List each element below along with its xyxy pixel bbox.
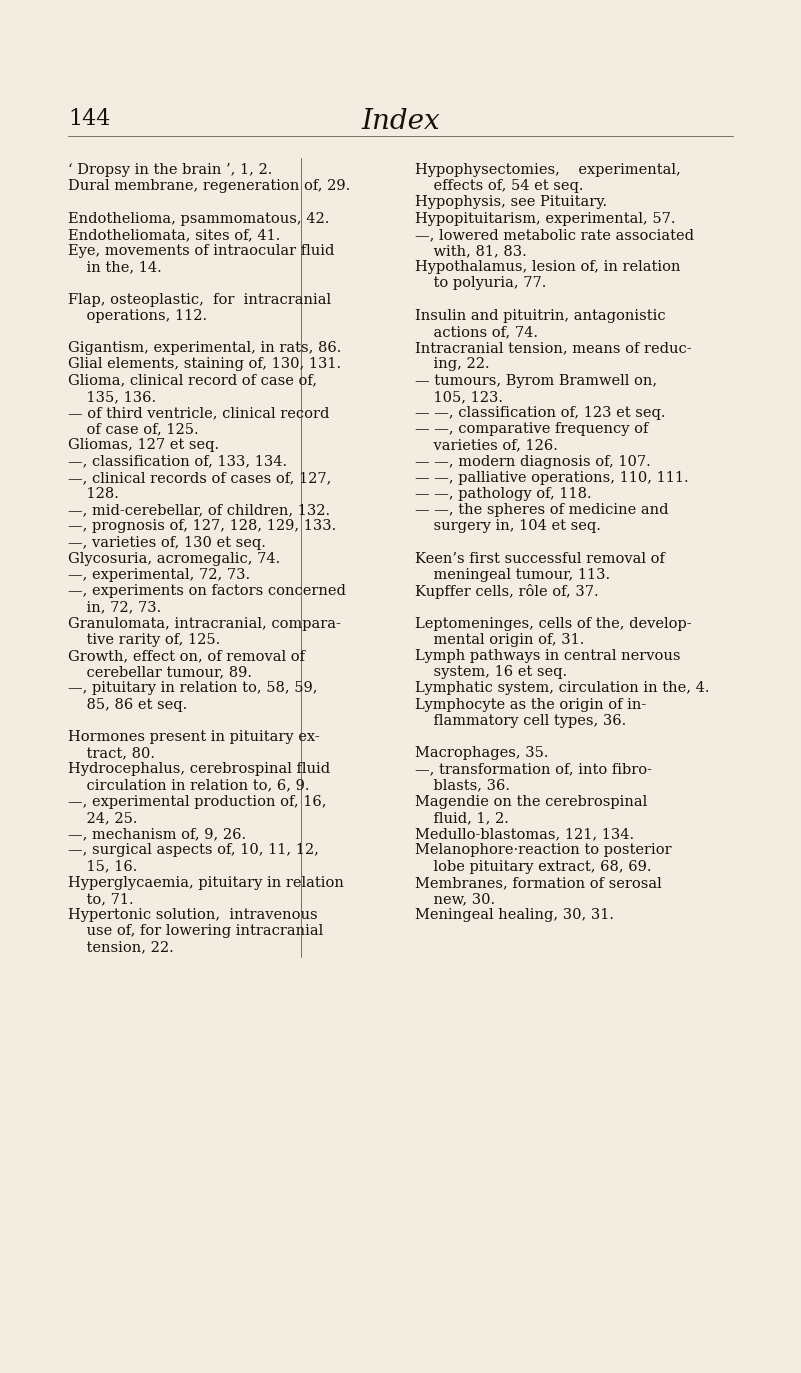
Text: mental origin of, 31.: mental origin of, 31. <box>415 633 585 647</box>
Text: Hypophysis, see Pituitary.: Hypophysis, see Pituitary. <box>415 195 607 210</box>
Text: Gigantism, experimental, in rats, 86.: Gigantism, experimental, in rats, 86. <box>68 342 341 356</box>
Text: Endothelioma, psammomatous, 42.: Endothelioma, psammomatous, 42. <box>68 211 329 225</box>
Text: Insulin and pituitrin, antagonistic: Insulin and pituitrin, antagonistic <box>415 309 666 323</box>
Text: — —, pathology of, 118.: — —, pathology of, 118. <box>415 487 592 501</box>
Text: actions of, 74.: actions of, 74. <box>415 325 538 339</box>
Text: 15, 16.: 15, 16. <box>68 859 138 873</box>
Text: surgery in, 104 et seq.: surgery in, 104 et seq. <box>415 519 601 533</box>
Text: — —, modern diagnosis of, 107.: — —, modern diagnosis of, 107. <box>415 454 650 468</box>
Text: Magendie on the cerebrospinal: Magendie on the cerebrospinal <box>415 795 647 809</box>
Text: Lymph pathways in central nervous: Lymph pathways in central nervous <box>415 649 681 663</box>
Text: fluid, 1, 2.: fluid, 1, 2. <box>415 811 509 825</box>
Text: 144: 144 <box>68 108 111 130</box>
Text: Medullo-blastomas, 121, 134.: Medullo-blastomas, 121, 134. <box>415 827 634 842</box>
Text: Meningeal healing, 30, 31.: Meningeal healing, 30, 31. <box>415 908 614 923</box>
Text: Membranes, formation of serosal: Membranes, formation of serosal <box>415 876 662 890</box>
Text: Keen’s first successful removal of: Keen’s first successful removal of <box>415 552 665 566</box>
Text: to, 71.: to, 71. <box>68 892 134 906</box>
Text: — tumours, Byrom Bramwell on,: — tumours, Byrom Bramwell on, <box>415 373 657 387</box>
Text: —, clinical records of cases of, 127,: —, clinical records of cases of, 127, <box>68 471 332 485</box>
Text: —, surgical aspects of, 10, 11, 12,: —, surgical aspects of, 10, 11, 12, <box>68 843 319 857</box>
Text: —, experimental, 72, 73.: —, experimental, 72, 73. <box>68 568 250 582</box>
Text: ing, 22.: ing, 22. <box>415 357 489 372</box>
Text: of case of, 125.: of case of, 125. <box>68 423 199 437</box>
Text: Hypophysectomies,    experimental,: Hypophysectomies, experimental, <box>415 163 681 177</box>
Text: 105, 123.: 105, 123. <box>415 390 503 404</box>
Text: operations, 112.: operations, 112. <box>68 309 207 323</box>
Text: Hydrocephalus, cerebrospinal fluid: Hydrocephalus, cerebrospinal fluid <box>68 762 330 776</box>
Text: Glial elements, staining of, 130, 131.: Glial elements, staining of, 130, 131. <box>68 357 341 372</box>
Text: effects of, 54 et seq.: effects of, 54 et seq. <box>415 180 583 194</box>
Text: Index: Index <box>361 108 440 135</box>
Text: Glioma, clinical record of case of,: Glioma, clinical record of case of, <box>68 373 317 387</box>
Text: tive rarity of, 125.: tive rarity of, 125. <box>68 633 220 647</box>
Text: 135, 136.: 135, 136. <box>68 390 156 404</box>
Text: —, mechanism of, 9, 26.: —, mechanism of, 9, 26. <box>68 827 246 842</box>
Text: Hypothalamus, lesion of, in relation: Hypothalamus, lesion of, in relation <box>415 261 681 275</box>
Text: Endotheliomata, sites of, 41.: Endotheliomata, sites of, 41. <box>68 228 280 242</box>
Text: ‘ Dropsy in the brain ’, 1, 2.: ‘ Dropsy in the brain ’, 1, 2. <box>68 163 272 177</box>
Text: Intracranial tension, means of reduc-: Intracranial tension, means of reduc- <box>415 342 691 356</box>
Text: Hypertonic solution,  intravenous: Hypertonic solution, intravenous <box>68 908 318 923</box>
Text: —, transformation of, into fibro-: —, transformation of, into fibro- <box>415 762 652 776</box>
Text: Dural membrane, regeneration of, 29.: Dural membrane, regeneration of, 29. <box>68 180 350 194</box>
Text: —, pituitary in relation to, 58, 59,: —, pituitary in relation to, 58, 59, <box>68 681 317 695</box>
Text: Lymphocyte as the origin of in-: Lymphocyte as the origin of in- <box>415 697 646 711</box>
Text: Glycosuria, acromegalic, 74.: Glycosuria, acromegalic, 74. <box>68 552 280 566</box>
Text: —, varieties of, 130 et seq.: —, varieties of, 130 et seq. <box>68 535 266 549</box>
Text: tract, 80.: tract, 80. <box>68 746 155 761</box>
Text: new, 30.: new, 30. <box>415 892 495 906</box>
Text: Gliomas, 127 et seq.: Gliomas, 127 et seq. <box>68 438 219 452</box>
Text: in, 72, 73.: in, 72, 73. <box>68 600 161 614</box>
Text: circulation in relation to, 6, 9.: circulation in relation to, 6, 9. <box>68 778 309 792</box>
Text: —, lowered metabolic rate associated: —, lowered metabolic rate associated <box>415 228 694 242</box>
Text: Lymphatic system, circulation in the, 4.: Lymphatic system, circulation in the, 4. <box>415 681 710 695</box>
Text: with, 81, 83.: with, 81, 83. <box>415 244 527 258</box>
Text: Eye, movements of intraocular fluid: Eye, movements of intraocular fluid <box>68 244 334 258</box>
Text: —, classification of, 133, 134.: —, classification of, 133, 134. <box>68 454 287 468</box>
Text: cerebellar tumour, 89.: cerebellar tumour, 89. <box>68 665 252 680</box>
Text: in the, 14.: in the, 14. <box>68 261 162 275</box>
Text: Hyperglycaemia, pituitary in relation: Hyperglycaemia, pituitary in relation <box>68 876 344 890</box>
Text: —, prognosis of, 127, 128, 129, 133.: —, prognosis of, 127, 128, 129, 133. <box>68 519 336 533</box>
Text: use of, for lowering intracranial: use of, for lowering intracranial <box>68 924 324 938</box>
Text: meningeal tumour, 113.: meningeal tumour, 113. <box>415 568 610 582</box>
Text: Macrophages, 35.: Macrophages, 35. <box>415 746 549 761</box>
Text: —, experiments on factors concerned: —, experiments on factors concerned <box>68 584 346 599</box>
Text: — —, the spheres of medicine and: — —, the spheres of medicine and <box>415 503 669 518</box>
Text: 128.: 128. <box>68 487 119 501</box>
Text: 24, 25.: 24, 25. <box>68 811 138 825</box>
Text: Leptomeninges, cells of the, develop-: Leptomeninges, cells of the, develop- <box>415 616 691 630</box>
Text: — —, classification of, 123 et seq.: — —, classification of, 123 et seq. <box>415 406 666 420</box>
Text: — —, comparative frequency of: — —, comparative frequency of <box>415 423 648 437</box>
Text: Growth, effect on, of removal of: Growth, effect on, of removal of <box>68 649 305 663</box>
Text: Hormones present in pituitary ex-: Hormones present in pituitary ex- <box>68 730 320 744</box>
Text: Hypopituitarism, experimental, 57.: Hypopituitarism, experimental, 57. <box>415 211 675 225</box>
Text: varieties of, 126.: varieties of, 126. <box>415 438 557 452</box>
Text: lobe pituitary extract, 68, 69.: lobe pituitary extract, 68, 69. <box>415 859 651 873</box>
Text: blasts, 36.: blasts, 36. <box>415 778 510 792</box>
Text: tension, 22.: tension, 22. <box>68 941 174 954</box>
Text: —, mid-cerebellar, of children, 132.: —, mid-cerebellar, of children, 132. <box>68 503 330 518</box>
Text: — of third ventricle, clinical record: — of third ventricle, clinical record <box>68 406 329 420</box>
Text: —, experimental production of, 16,: —, experimental production of, 16, <box>68 795 327 809</box>
Text: Flap, osteoplastic,  for  intracranial: Flap, osteoplastic, for intracranial <box>68 292 331 306</box>
Text: Melanophore·reaction to posterior: Melanophore·reaction to posterior <box>415 843 671 857</box>
Text: flammatory cell types, 36.: flammatory cell types, 36. <box>415 714 626 728</box>
Text: 85, 86 et seq.: 85, 86 et seq. <box>68 697 187 711</box>
Text: Kupffer cells, rôle of, 37.: Kupffer cells, rôle of, 37. <box>415 584 598 599</box>
Text: — —, palliative operations, 110, 111.: — —, palliative operations, 110, 111. <box>415 471 689 485</box>
Text: to polyuria, 77.: to polyuria, 77. <box>415 276 546 291</box>
Text: Granulomata, intracranial, compara-: Granulomata, intracranial, compara- <box>68 616 341 630</box>
Text: system, 16 et seq.: system, 16 et seq. <box>415 665 567 680</box>
